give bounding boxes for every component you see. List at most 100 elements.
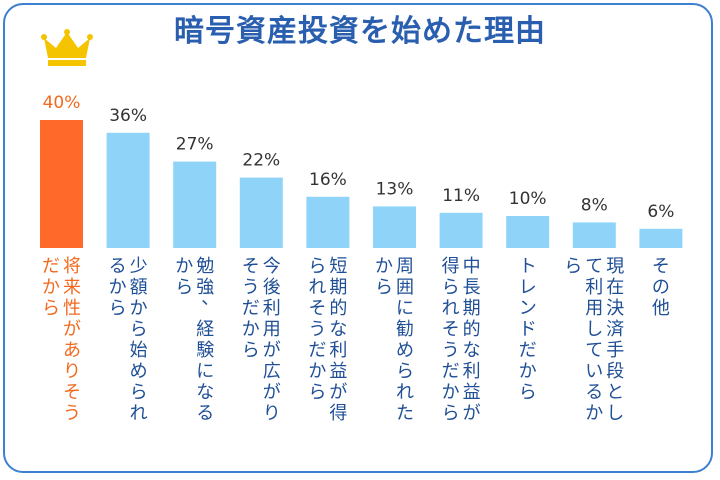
svg-text:強: 強 [196,277,214,298]
svg-text:が: が [263,382,281,403]
svg-text:経: 経 [196,319,214,340]
svg-text:ら: ら [109,298,127,319]
bar-9 [572,222,616,248]
bar-4 [239,177,283,248]
svg-text:長: 長 [463,277,481,298]
svg-text:ら: ら [519,382,537,403]
svg-text:て: て [585,256,603,277]
svg-text:か: か [442,382,460,403]
svg-text:そ: そ [442,319,460,340]
svg-text:得: 得 [329,403,347,424]
svg-text:め: め [396,340,414,361]
svg-text:だ: だ [242,298,260,319]
svg-text:が: が [329,382,347,403]
svg-text:益: 益 [329,361,347,382]
svg-text:あ: あ [63,340,81,361]
svg-text:が: が [63,319,81,340]
svg-text:に: に [196,361,214,382]
svg-text:ら: ら [42,298,60,319]
svg-text:し: し [585,319,603,340]
value-label-8: 10% [509,189,547,209]
svg-text:ら: ら [564,256,582,277]
bar-1 [40,120,83,248]
svg-text:か: か [375,256,393,277]
crown-icon [41,29,93,66]
value-label-6: 13% [376,179,414,199]
svg-text:ら: ら [242,340,260,361]
svg-text:て: て [585,340,603,361]
svg-text:れ: れ [308,277,326,298]
svg-text:う: う [308,319,326,340]
svg-text:う: う [242,277,260,298]
svg-text:と: と [606,382,624,403]
svg-text:他: 他 [652,298,670,319]
svg-text:ら: ら [130,382,148,403]
svg-text:の: の [652,277,670,298]
value-label-7: 11% [442,186,480,206]
svg-text:験: 験 [196,340,214,361]
svg-text:か: か [130,298,148,319]
value-label-4: 22% [242,151,280,171]
svg-text:在: 在 [606,277,624,298]
svg-text:、: 、 [201,288,219,309]
svg-text:な: な [196,382,214,403]
svg-text:な: な [463,340,481,361]
svg-text:期: 期 [463,298,481,319]
bar-6 [373,206,416,248]
svg-text:か: か [42,277,60,298]
svg-text:し: し [606,403,624,424]
svg-text:ら: ら [308,256,326,277]
svg-text:ら: ら [442,403,460,424]
svg-text:そ: そ [63,382,81,403]
bar-5 [306,196,350,248]
svg-text:う: う [442,340,460,361]
svg-text:れ: れ [396,382,414,403]
svg-text:利: 利 [463,361,481,382]
svg-text:れ: れ [130,403,148,424]
svg-text:が: が [463,403,481,424]
svg-text:る: る [585,382,603,403]
svg-text:だ: だ [42,256,60,277]
svg-text:か: か [109,277,127,298]
svg-text:来: 来 [63,277,81,298]
svg-text:だ: だ [308,340,326,361]
svg-text:ら: ら [130,319,148,340]
svg-text:か: か [585,403,603,424]
svg-text:か: か [519,361,537,382]
svg-text:に: に [396,298,414,319]
svg-text:ら: ら [175,277,193,298]
bar-3 [173,161,217,248]
svg-text:ら: ら [375,277,393,298]
svg-text:れ: れ [442,298,460,319]
value-label-9: 8% [581,195,608,215]
svg-text:益: 益 [463,382,481,403]
svg-text:勧: 勧 [396,319,414,340]
svg-text:用: 用 [263,319,281,340]
svg-text:い: い [585,361,603,382]
svg-text:ら: ら [396,361,414,382]
svg-text:そ: そ [652,256,670,277]
svg-text:得: 得 [442,256,460,277]
svg-text:始: 始 [130,340,148,361]
svg-text:利: 利 [329,340,347,361]
value-label-3: 27% [176,135,214,155]
svg-text:ら: ら [308,382,326,403]
svg-text:額: 額 [130,277,148,298]
svg-text:勉: 勉 [196,256,214,277]
svg-text:か: か [242,319,260,340]
svg-text:少: 少 [130,256,148,277]
svg-text:中: 中 [463,256,481,277]
svg-text:ら: ら [442,277,460,298]
svg-text:た: た [396,403,414,424]
svg-text:ト: ト [519,256,537,277]
svg-text:だ: だ [519,340,537,361]
svg-text:そ: そ [308,298,326,319]
svg-text:め: め [130,361,148,382]
